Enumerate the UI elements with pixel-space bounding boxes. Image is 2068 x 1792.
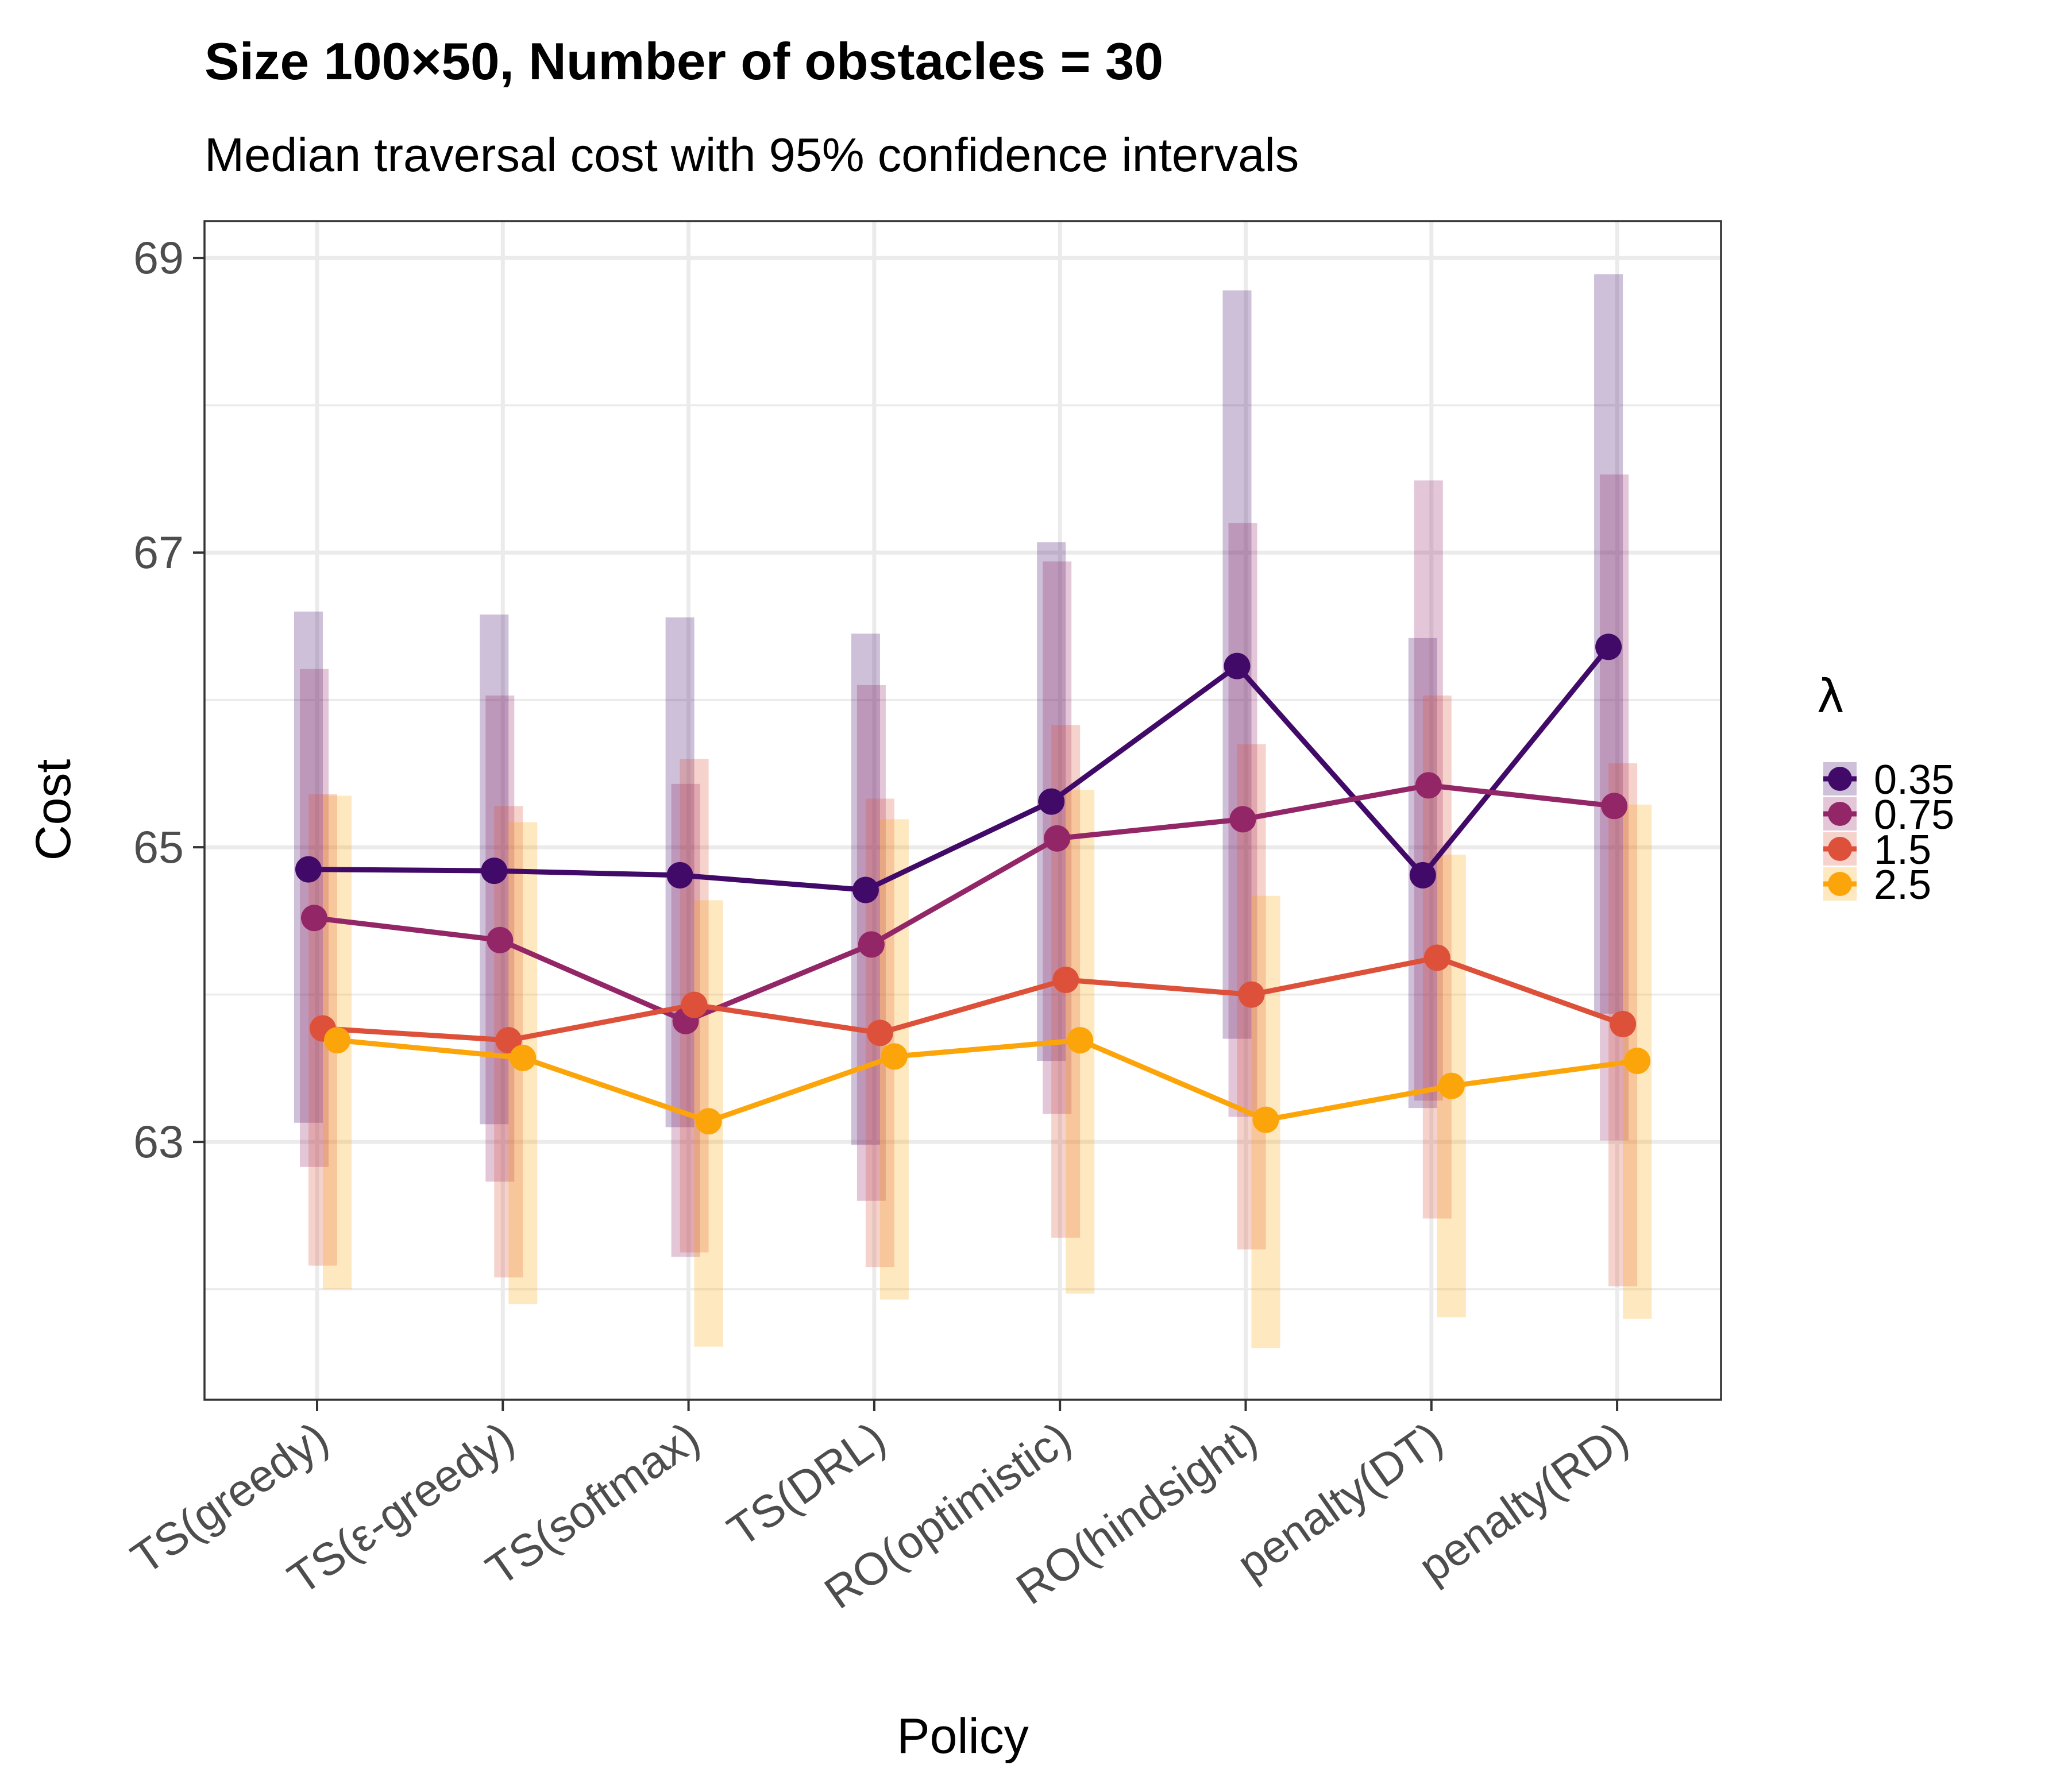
y-tick-label: 63 <box>133 1116 184 1167</box>
data-point <box>1601 793 1628 820</box>
y-axis: 63 65 67 69 <box>133 232 205 1167</box>
data-point <box>1038 788 1065 815</box>
data-point <box>852 876 879 903</box>
legend-label: 2.5 <box>1874 862 1931 908</box>
y-axis-title: Cost <box>26 759 81 860</box>
data-point <box>866 1019 893 1046</box>
series-lines <box>308 645 1638 1124</box>
panel-background <box>205 221 1721 1400</box>
legend-item-0.35: 0.35 <box>1823 757 1954 803</box>
y-tick-label: 65 <box>133 821 184 872</box>
legend-key-point <box>1828 872 1852 896</box>
data-point <box>1438 1072 1465 1099</box>
data-point <box>1044 825 1071 852</box>
x-axis-title: Policy <box>897 1709 1028 1764</box>
data-point <box>487 926 514 953</box>
series-line-1.5 <box>322 955 1624 1043</box>
data-point <box>495 1027 522 1054</box>
legend: λ 0.350.751.52.5 <box>1817 670 1954 908</box>
data-point <box>881 1043 908 1070</box>
series-line-2.5 <box>337 1037 1638 1124</box>
series-points <box>295 634 1651 1135</box>
data-point <box>681 991 708 1018</box>
data-point <box>1610 1010 1637 1037</box>
x-tick-label: penalty(RD) <box>1410 1412 1637 1593</box>
legend-item-1.5: 1.5 <box>1823 827 1931 873</box>
data-point <box>1415 772 1442 799</box>
data-point <box>666 862 693 889</box>
legend-key-point <box>1828 802 1852 826</box>
legend-label: 0.75 <box>1874 792 1954 838</box>
data-point <box>1624 1048 1651 1075</box>
data-point <box>295 856 322 883</box>
plot-panel <box>203 220 1722 1401</box>
y-tick-label: 69 <box>133 232 184 283</box>
legend-title: λ <box>1817 670 1844 723</box>
chart-subtitle: Median traversal cost with 95% confidenc… <box>205 128 1299 181</box>
data-point <box>1229 806 1256 833</box>
data-point <box>1595 634 1622 661</box>
legend-item-0.75: 0.75 <box>1823 792 1954 838</box>
data-point <box>1052 966 1079 993</box>
data-point <box>1067 1027 1094 1054</box>
legend-label: 1.5 <box>1874 827 1931 873</box>
data-point <box>301 905 327 932</box>
legend-item-2.5: 2.5 <box>1823 862 1931 908</box>
data-point <box>1409 862 1436 889</box>
panel-border <box>203 220 1722 1401</box>
x-tick-label: TS(DRL) <box>718 1412 894 1557</box>
data-point <box>1252 1106 1279 1133</box>
data-point <box>324 1027 350 1054</box>
data-point <box>510 1044 537 1071</box>
chart-title: Size 100×50, Number of obstacles = 30 <box>205 33 1163 91</box>
series-line-0.35 <box>308 645 1611 893</box>
y-tick-label: 67 <box>133 527 184 578</box>
data-point <box>481 858 508 885</box>
data-point <box>1423 944 1450 971</box>
series-line-0.75 <box>314 782 1615 1024</box>
data-point <box>695 1108 722 1135</box>
legend-key-point <box>1828 767 1852 791</box>
data-point <box>858 931 885 958</box>
legend-key-point <box>1828 837 1852 861</box>
data-point <box>1224 652 1251 679</box>
legend-label: 0.35 <box>1874 757 1954 803</box>
legend-items: 0.350.751.52.5 <box>1823 757 1954 908</box>
x-axis: TS(greedy)TS(ε-greedy)TS(softmax) TS(DRL)… <box>122 1400 1637 1619</box>
data-point <box>1238 981 1265 1008</box>
